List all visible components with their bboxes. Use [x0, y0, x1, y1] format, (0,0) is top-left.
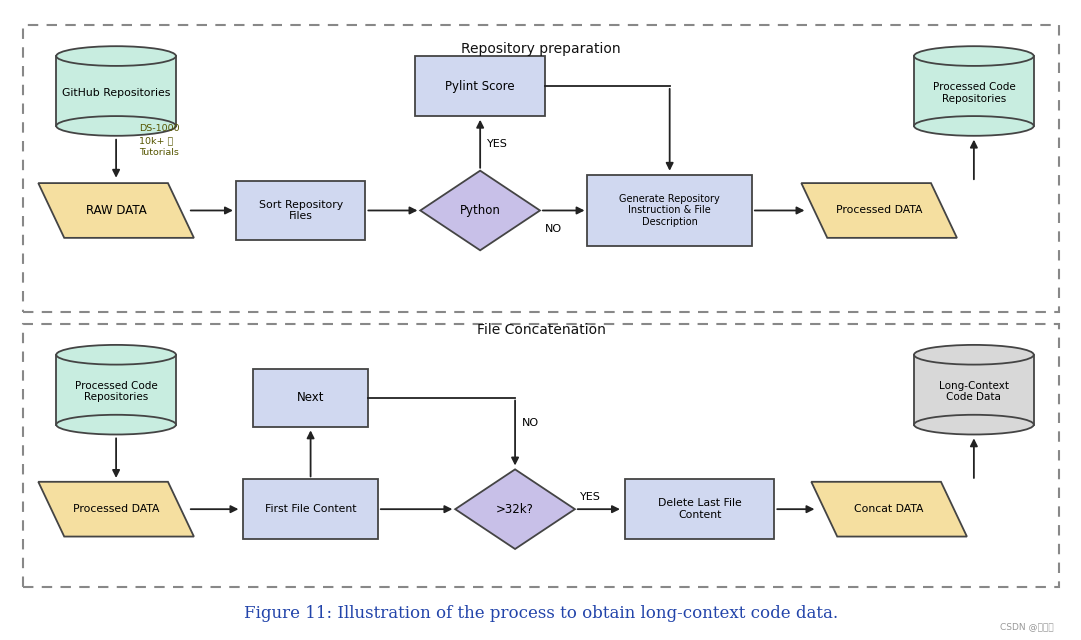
Text: Figure 11: Illustration of the process to obtain long-context code data.: Figure 11: Illustration of the process t… [244, 605, 838, 622]
Text: Python: Python [459, 204, 501, 217]
FancyBboxPatch shape [56, 355, 176, 425]
Ellipse shape [915, 116, 1033, 136]
Ellipse shape [56, 116, 176, 136]
FancyBboxPatch shape [253, 369, 368, 426]
Text: Processed Code
Repositories: Processed Code Repositories [933, 82, 1015, 104]
Ellipse shape [915, 46, 1033, 66]
Polygon shape [455, 469, 575, 549]
Text: NO: NO [522, 417, 539, 428]
FancyBboxPatch shape [236, 180, 365, 241]
Ellipse shape [56, 415, 176, 435]
Text: NO: NO [545, 225, 562, 234]
Text: Long-Context
Code Data: Long-Context Code Data [939, 381, 1009, 403]
Text: Next: Next [297, 391, 324, 404]
Text: YES: YES [488, 139, 508, 148]
FancyBboxPatch shape [915, 355, 1033, 425]
Text: GitHub Repositories: GitHub Repositories [62, 88, 171, 98]
Polygon shape [421, 171, 540, 250]
Ellipse shape [915, 345, 1033, 365]
Text: RAW DATA: RAW DATA [85, 204, 146, 217]
FancyBboxPatch shape [243, 479, 378, 539]
Text: Delete Last File
Content: Delete Last File Content [657, 499, 742, 520]
Text: Processed DATA: Processed DATA [836, 205, 922, 216]
Polygon shape [801, 183, 957, 238]
Text: First File Content: First File Content [265, 504, 357, 514]
Polygon shape [38, 183, 193, 238]
Text: >32k?: >32k? [496, 502, 534, 516]
Text: Sort Repository
Files: Sort Repository Files [258, 200, 343, 221]
Text: Concat DATA: Concat DATA [854, 504, 924, 514]
Ellipse shape [56, 46, 176, 66]
FancyBboxPatch shape [625, 479, 774, 539]
FancyBboxPatch shape [915, 56, 1033, 126]
FancyBboxPatch shape [415, 56, 545, 116]
FancyBboxPatch shape [56, 56, 176, 126]
Text: File Concatenation: File Concatenation [477, 323, 605, 337]
Ellipse shape [915, 415, 1033, 435]
Polygon shape [812, 482, 966, 536]
Text: YES: YES [579, 492, 601, 502]
Text: Repository preparation: Repository preparation [462, 42, 620, 56]
Text: Generate Repository
Instruction & File
Description: Generate Repository Instruction & File D… [619, 194, 720, 227]
FancyBboxPatch shape [587, 175, 752, 246]
Ellipse shape [56, 345, 176, 365]
Polygon shape [38, 482, 193, 536]
Text: CSDN @段智华: CSDN @段智华 [1000, 621, 1054, 630]
Text: Pylint Score: Pylint Score [445, 79, 515, 93]
Text: Processed DATA: Processed DATA [72, 504, 159, 514]
Text: Processed Code
Repositories: Processed Code Repositories [75, 381, 158, 403]
Text: DS-1000
10k+ ⭐
Tutorials: DS-1000 10k+ ⭐ Tutorials [139, 125, 179, 157]
